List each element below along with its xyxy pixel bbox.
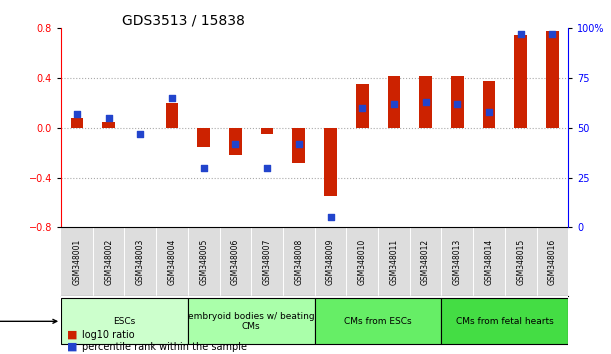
Text: ■: ■ <box>67 330 78 339</box>
Point <box>104 115 114 121</box>
Point <box>326 215 335 220</box>
Bar <box>229 128 242 155</box>
Bar <box>261 128 274 134</box>
Text: GSM348002: GSM348002 <box>104 239 113 285</box>
FancyBboxPatch shape <box>315 298 441 344</box>
Point <box>516 32 525 37</box>
Text: GSM348010: GSM348010 <box>357 239 367 285</box>
Text: GSM348001: GSM348001 <box>73 239 81 285</box>
Text: GSM348014: GSM348014 <box>485 239 494 285</box>
FancyBboxPatch shape <box>188 298 315 344</box>
Point <box>294 141 304 147</box>
Bar <box>197 128 210 147</box>
Bar <box>102 122 115 128</box>
Bar <box>324 128 337 196</box>
Text: GSM348003: GSM348003 <box>136 238 145 285</box>
Text: GDS3513 / 15838: GDS3513 / 15838 <box>122 13 245 27</box>
Text: CMs from ESCs: CMs from ESCs <box>344 317 412 326</box>
Point <box>547 32 557 37</box>
Bar <box>483 81 496 128</box>
Text: CMs from fetal hearts: CMs from fetal hearts <box>456 317 554 326</box>
Point <box>262 165 272 171</box>
Text: GSM348011: GSM348011 <box>389 239 398 285</box>
Point <box>389 101 399 107</box>
Point <box>136 131 145 137</box>
Text: log10 ratio: log10 ratio <box>82 330 135 339</box>
Text: GSM348013: GSM348013 <box>453 239 462 285</box>
Text: ■: ■ <box>67 342 78 352</box>
FancyBboxPatch shape <box>441 298 568 344</box>
Point <box>484 109 494 115</box>
Bar <box>293 128 305 163</box>
Point <box>421 99 431 105</box>
Bar <box>71 118 83 128</box>
Text: GSM348012: GSM348012 <box>421 239 430 285</box>
Point <box>357 105 367 111</box>
Text: GSM348015: GSM348015 <box>516 239 525 285</box>
Text: GSM348006: GSM348006 <box>231 238 240 285</box>
Point <box>230 141 240 147</box>
Text: GSM348007: GSM348007 <box>263 238 272 285</box>
Text: cell type: cell type <box>0 316 57 326</box>
FancyBboxPatch shape <box>61 298 188 344</box>
Bar <box>387 76 400 128</box>
Point <box>72 111 82 117</box>
Text: percentile rank within the sample: percentile rank within the sample <box>82 342 247 352</box>
Text: GSM348005: GSM348005 <box>199 238 208 285</box>
Bar <box>514 35 527 128</box>
Point <box>167 95 177 101</box>
Text: GSM348009: GSM348009 <box>326 238 335 285</box>
Bar <box>166 103 178 128</box>
Text: GSM348008: GSM348008 <box>295 239 303 285</box>
Bar <box>451 76 464 128</box>
Text: embryoid bodies w/ beating
CMs: embryoid bodies w/ beating CMs <box>188 312 315 331</box>
Text: ESCs: ESCs <box>114 317 136 326</box>
Text: GSM348004: GSM348004 <box>167 238 177 285</box>
Bar <box>546 31 558 128</box>
Bar <box>356 84 368 128</box>
Point <box>199 165 208 171</box>
Text: GSM348016: GSM348016 <box>548 239 557 285</box>
Bar <box>419 76 432 128</box>
Point <box>452 101 462 107</box>
